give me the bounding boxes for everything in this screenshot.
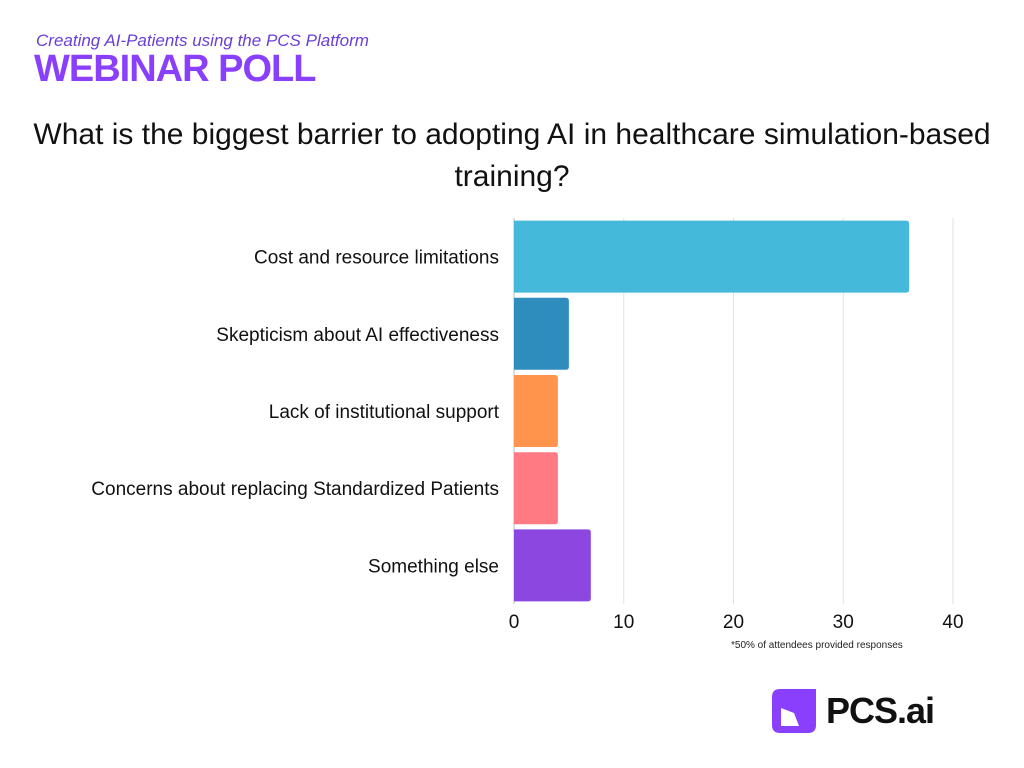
x-tick-label-0: 0 — [509, 612, 520, 633]
category-label-2: Lack of institutional support — [269, 402, 500, 423]
footnote: *50% of attendees provided responses — [731, 640, 903, 651]
x-tick-label-3: 30 — [833, 612, 854, 633]
pcs-logo: PCS.ai — [772, 689, 934, 733]
x-tick-label-1: 10 — [613, 612, 634, 633]
bar-2 — [514, 375, 558, 447]
bar-3 — [514, 452, 558, 524]
pcs-logo-icon — [772, 689, 816, 733]
bar-4 — [514, 529, 591, 601]
bar-1 — [514, 298, 569, 370]
pcs-logo-text: PCS.ai — [826, 690, 934, 732]
category-label-0: Cost and resource limitations — [254, 248, 499, 269]
bar-0 — [514, 221, 909, 293]
category-label-3: Concerns about replacing Standardized Pa… — [91, 479, 499, 500]
category-label-1: Skepticism about AI effectiveness — [216, 325, 499, 346]
x-tick-label-2: 20 — [723, 612, 744, 633]
x-tick-label-4: 40 — [942, 612, 963, 633]
category-label-4: Something else — [368, 556, 499, 577]
